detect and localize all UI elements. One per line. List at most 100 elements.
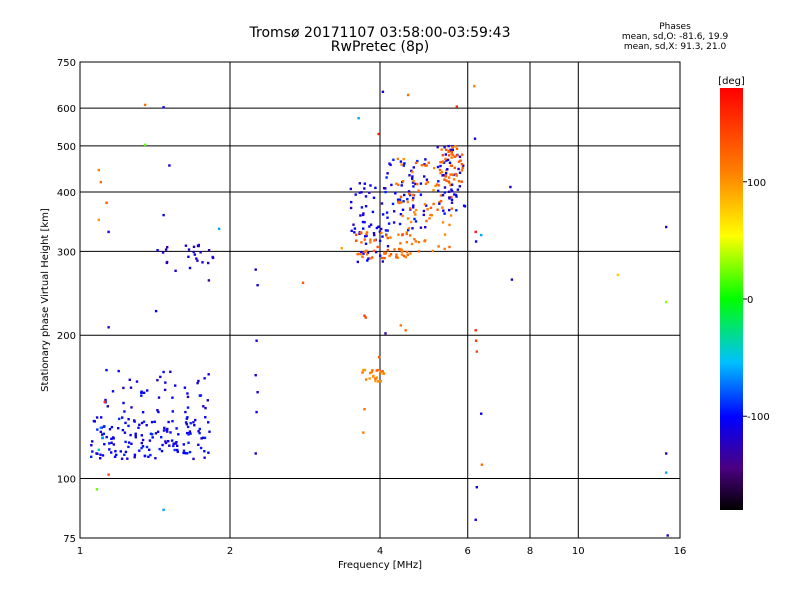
data-point	[414, 213, 417, 216]
x-tick-label: 1	[77, 546, 83, 557]
data-point	[388, 254, 391, 258]
data-point	[385, 234, 388, 237]
data-point	[130, 442, 133, 445]
data-point	[460, 180, 463, 183]
data-point	[400, 248, 403, 251]
data-point	[417, 189, 420, 192]
data-point	[398, 198, 402, 202]
data-point	[164, 381, 167, 384]
data-point	[90, 455, 93, 458]
data-point	[424, 226, 427, 229]
data-point	[427, 161, 430, 164]
data-point	[454, 193, 458, 197]
data-point	[365, 231, 369, 234]
data-point	[407, 190, 411, 193]
data-point	[374, 186, 377, 190]
data-point	[447, 150, 450, 154]
data-point	[448, 245, 451, 249]
data-point	[368, 225, 371, 228]
data-point	[460, 163, 464, 166]
data-point	[434, 184, 437, 188]
data-point	[400, 184, 403, 187]
data-point	[411, 181, 415, 184]
data-point	[381, 256, 384, 260]
data-point	[666, 534, 669, 537]
data-point	[164, 441, 168, 445]
data-point	[110, 437, 113, 440]
data-point	[369, 241, 372, 244]
phase-stats-title: Phases	[659, 22, 691, 32]
data-point	[175, 427, 178, 430]
data-point	[362, 212, 365, 215]
x-tick-label: 6	[465, 546, 471, 557]
data-point	[193, 253, 196, 256]
data-point	[193, 424, 196, 427]
data-point	[115, 453, 118, 457]
data-point	[409, 252, 412, 255]
data-point	[441, 221, 445, 224]
colorbar-tick-label: -100	[747, 412, 770, 423]
data-point	[401, 250, 404, 253]
data-point	[372, 374, 375, 378]
data-point	[256, 284, 259, 287]
data-point	[429, 213, 432, 217]
data-point	[364, 242, 368, 245]
phase-stats-x: mean, sd,X: 91.3, 21.0	[623, 42, 727, 52]
data-point	[370, 370, 373, 374]
data-point	[377, 356, 381, 359]
data-point	[443, 191, 446, 194]
data-point	[445, 179, 448, 182]
data-point	[395, 256, 398, 259]
data-point	[432, 166, 436, 170]
data-point	[665, 471, 668, 474]
data-point	[184, 410, 187, 414]
data-point	[117, 369, 120, 373]
data-point	[455, 105, 458, 108]
data-point	[362, 368, 365, 372]
data-point	[392, 221, 396, 224]
data-point	[99, 453, 102, 456]
data-point	[127, 441, 131, 444]
data-point	[105, 435, 108, 439]
data-point	[441, 194, 445, 197]
data-point	[391, 202, 395, 206]
data-point	[151, 436, 154, 439]
data-point	[405, 231, 408, 234]
data-point	[443, 247, 446, 251]
data-point	[461, 166, 464, 169]
data-point	[103, 443, 106, 446]
data-point	[340, 247, 343, 250]
y-tick-label: 100	[57, 475, 76, 486]
data-point	[372, 196, 376, 199]
data-point	[105, 368, 108, 372]
data-point	[182, 449, 186, 452]
data-point	[162, 429, 166, 432]
data-point	[380, 231, 383, 235]
data-point	[95, 488, 99, 491]
data-point	[96, 452, 99, 455]
data-point	[110, 441, 113, 444]
data-point	[163, 388, 167, 392]
data-point	[363, 221, 366, 224]
data-point	[428, 217, 431, 220]
data-point	[145, 445, 149, 449]
data-point	[111, 390, 115, 393]
data-point	[375, 226, 379, 230]
data-point	[399, 160, 403, 163]
data-point	[447, 144, 450, 148]
data-point	[386, 245, 390, 248]
data-point	[188, 266, 192, 270]
data-point	[458, 155, 462, 158]
data-point	[402, 200, 405, 203]
data-point	[450, 183, 454, 186]
data-point	[474, 339, 478, 342]
data-point	[377, 225, 380, 228]
data-point	[378, 372, 382, 375]
data-point	[375, 250, 378, 254]
data-point	[408, 174, 411, 177]
data-point	[462, 204, 466, 207]
data-point	[473, 84, 476, 88]
data-point	[443, 233, 447, 236]
data-point	[412, 204, 415, 207]
data-point	[108, 448, 111, 451]
